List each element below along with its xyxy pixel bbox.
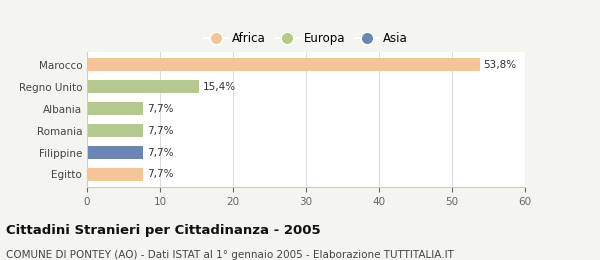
Bar bbox=[87, 58, 480, 71]
Legend: Africa, Europa, Asia: Africa, Europa, Asia bbox=[200, 28, 412, 48]
Text: 53,8%: 53,8% bbox=[484, 60, 517, 70]
Bar bbox=[87, 168, 143, 181]
Bar bbox=[87, 80, 199, 93]
Text: 7,7%: 7,7% bbox=[147, 126, 173, 135]
Text: 7,7%: 7,7% bbox=[147, 104, 173, 114]
Text: 15,4%: 15,4% bbox=[203, 82, 236, 92]
Bar bbox=[87, 146, 143, 159]
Text: 7,7%: 7,7% bbox=[147, 170, 173, 179]
Text: Cittadini Stranieri per Cittadinanza - 2005: Cittadini Stranieri per Cittadinanza - 2… bbox=[6, 224, 320, 237]
Bar bbox=[87, 102, 143, 115]
Text: COMUNE DI PONTEY (AO) - Dati ISTAT al 1° gennaio 2005 - Elaborazione TUTTITALIA.: COMUNE DI PONTEY (AO) - Dati ISTAT al 1°… bbox=[6, 250, 454, 259]
Bar bbox=[87, 124, 143, 137]
Text: 7,7%: 7,7% bbox=[147, 147, 173, 158]
